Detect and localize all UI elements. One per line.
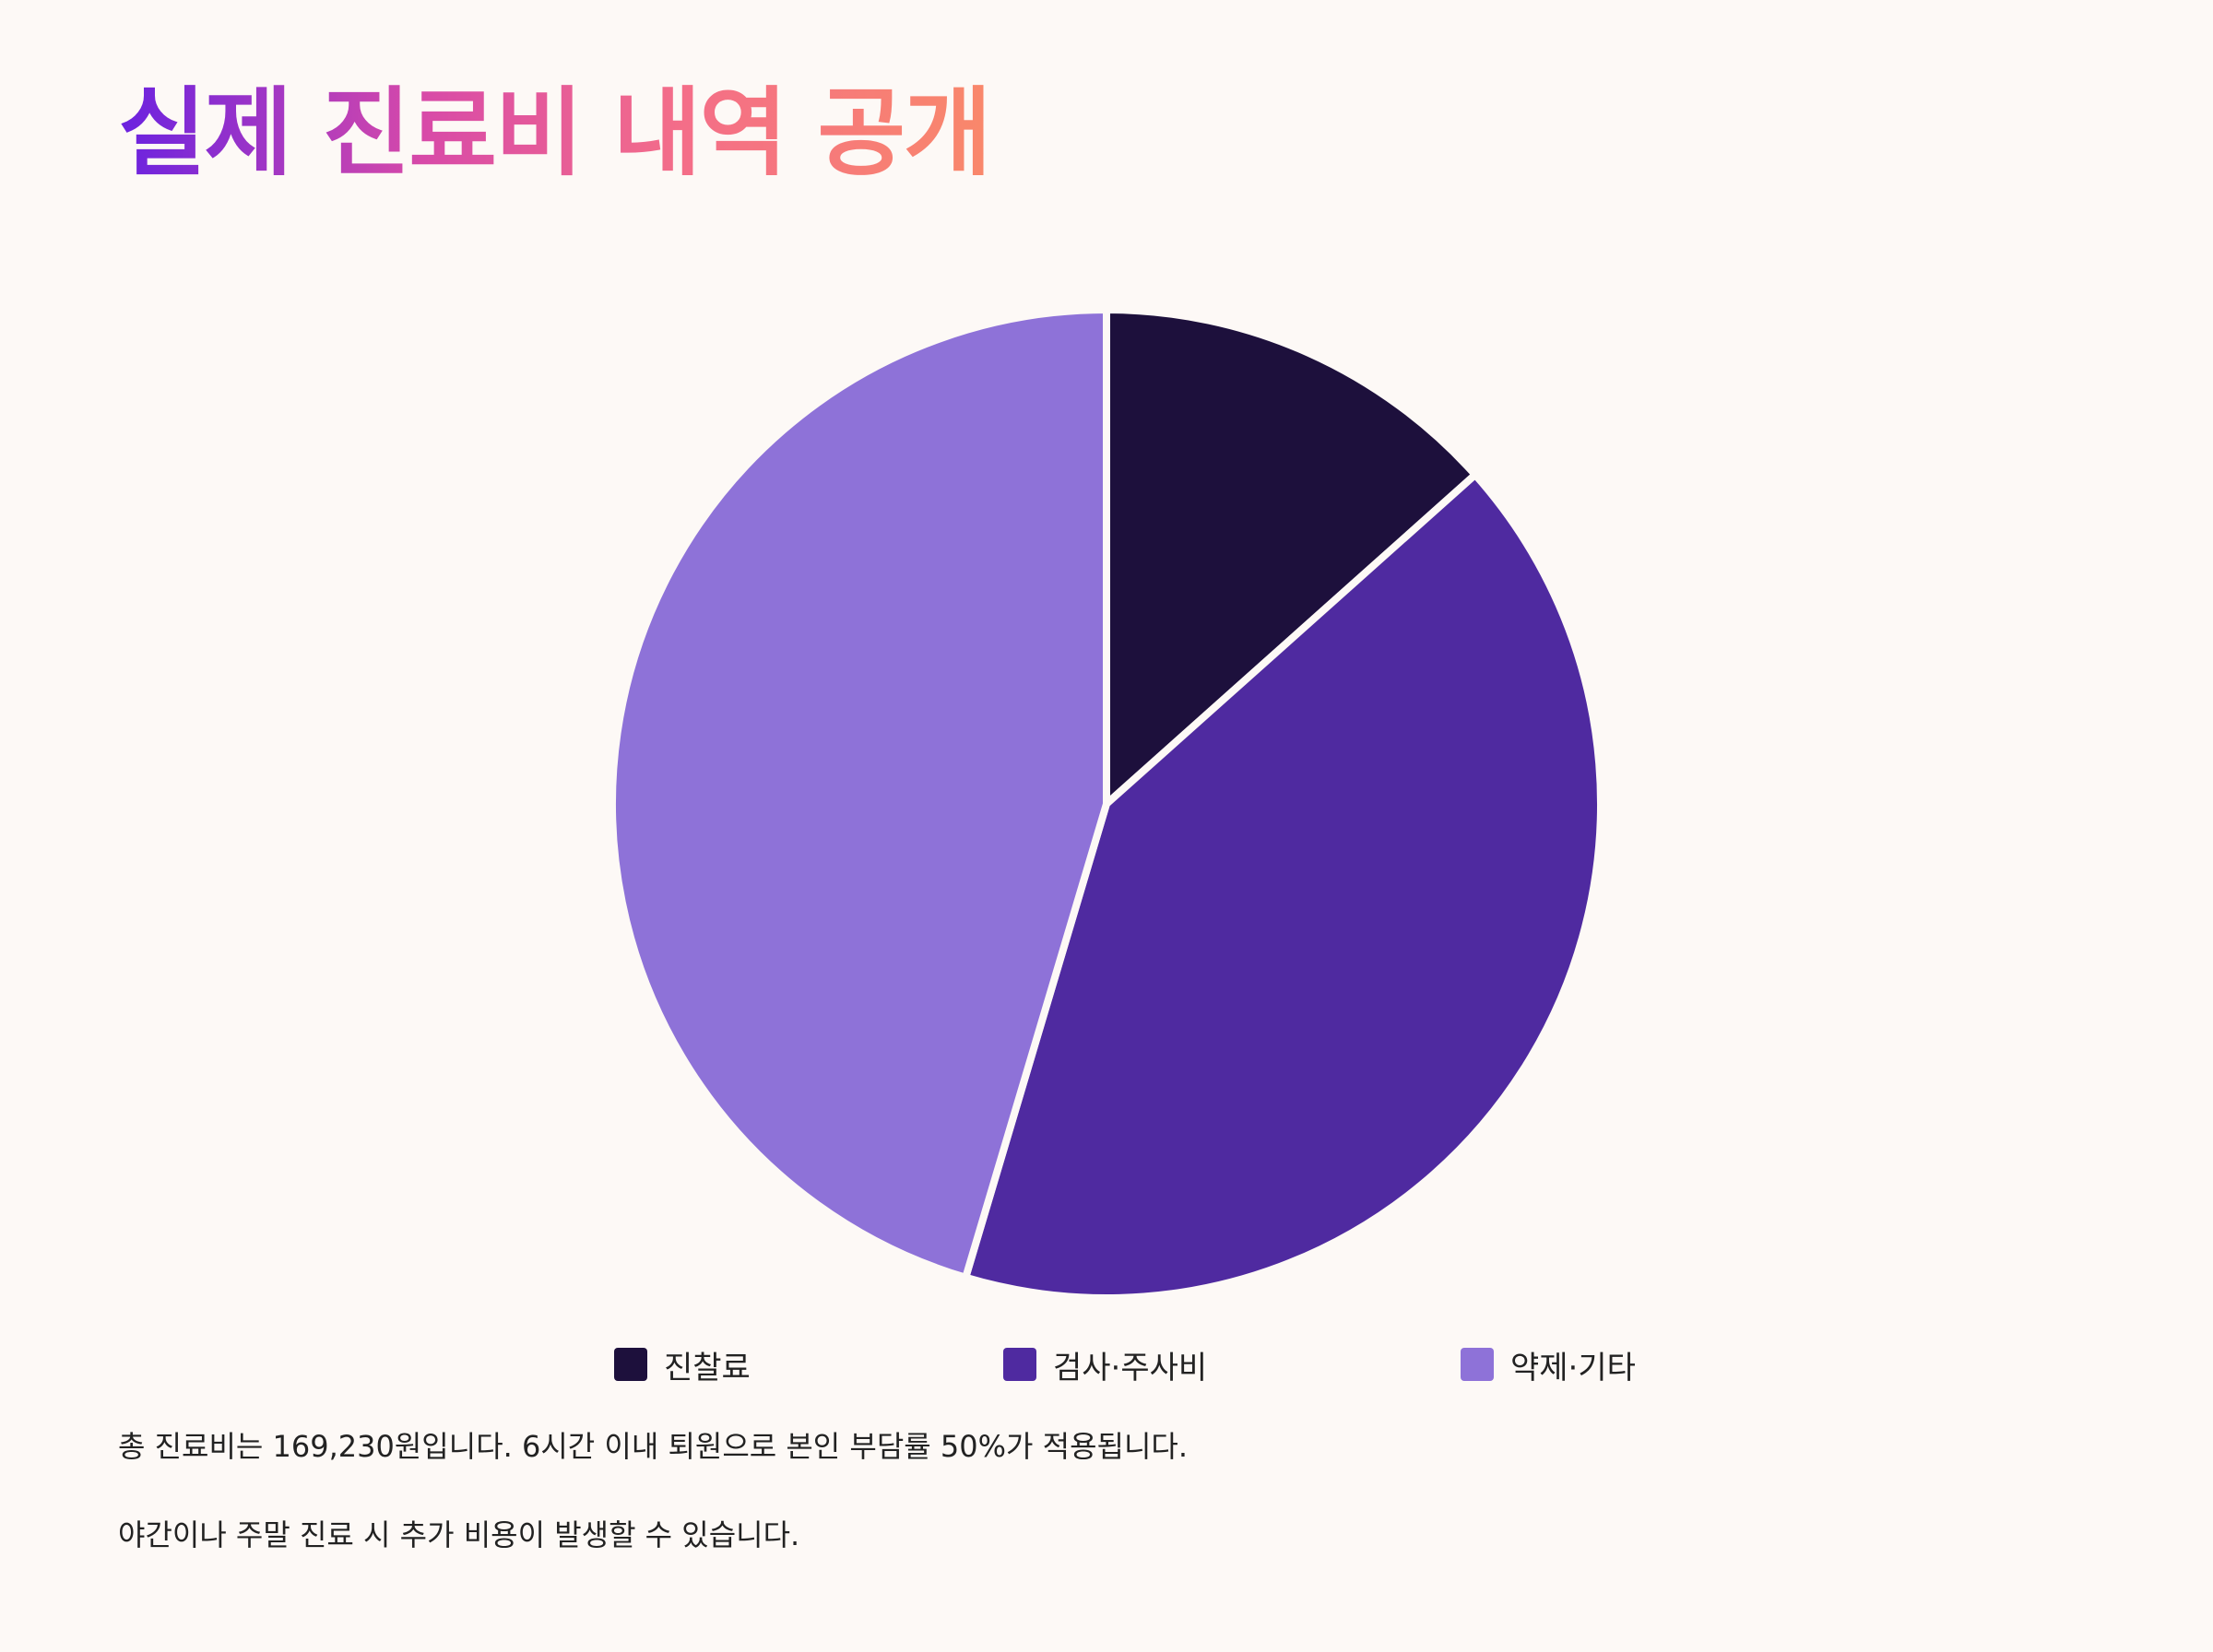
legend-label: 약제·기타 (1510, 1349, 1636, 1386)
pie-slice-medication (608, 306, 1110, 1281)
page-title: 실제 진료비 내역 공개 (118, 77, 992, 189)
note-total-cost: 총 진료비는 169,230원입니다. 6시간 이내 퇴원으로 본인 부담률 5… (118, 1429, 1189, 1464)
pie-slice-consultation (1103, 306, 1479, 808)
legend-swatch (614, 1348, 647, 1381)
pie-slice-tests (962, 471, 1604, 1303)
legend-label: 검사·주사비 (1053, 1349, 1208, 1386)
legend-swatch (1003, 1348, 1036, 1381)
legend-item-consultation: 진찰료 (614, 1346, 751, 1386)
legend-item-tests: 검사·주사비 (1003, 1346, 1207, 1386)
legend-swatch (1461, 1348, 1494, 1381)
legend-label: 진찰료 (664, 1349, 751, 1386)
legend-item-medication: 약제·기타 (1461, 1346, 1636, 1386)
note-extra-cost: 야간이나 주말 진료 시 추가 비용이 발생할 수 있습니다. (118, 1517, 800, 1552)
